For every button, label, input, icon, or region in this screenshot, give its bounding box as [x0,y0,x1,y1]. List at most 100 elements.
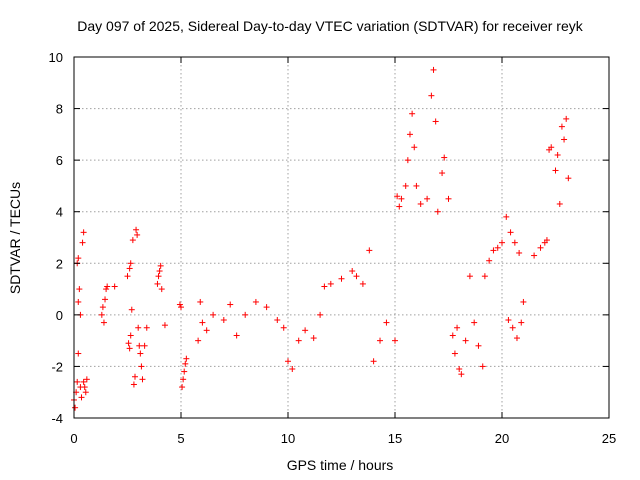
data-point [111,283,118,290]
data-point [137,350,144,357]
data-point [402,182,409,189]
data-point [72,404,79,411]
data-point [449,332,456,339]
data-point [494,244,501,251]
data-point [233,332,240,339]
data-point [83,376,90,383]
data-point [134,231,141,238]
data-point [499,239,505,246]
data-point [176,301,183,308]
data-point [317,311,324,318]
data-point [321,283,328,290]
data-point [104,283,111,290]
data-point [359,280,366,287]
axis-ticks [73,56,610,419]
y-tick-label: 2 [56,256,63,271]
data-point [280,324,287,331]
x-tick-label: 10 [281,431,295,446]
data-point [203,327,210,334]
data-point [179,384,186,391]
data-point [417,200,424,207]
data-point [556,200,563,207]
data-point [490,247,497,254]
x-tick-label: 5 [177,431,184,446]
data-point [78,394,85,401]
data-point [135,324,142,331]
data-point [479,363,486,370]
data-point [430,66,437,73]
data-point [481,273,488,280]
data-point [99,304,106,311]
data-point [434,208,441,215]
data-point [75,298,82,305]
data-point [242,311,249,318]
data-point [181,368,188,375]
data-point [127,260,134,267]
data-point [195,337,202,344]
data-point [157,262,164,269]
y-axis-label: SDTVAR / TECUs [7,182,23,294]
x-tick-label: 0 [70,431,77,446]
tick-labels: 0 5 10 15 20 25 -4 -2 0 2 4 6 8 10 [49,50,617,446]
data-point [454,324,461,331]
data-point [98,311,105,318]
data-point [130,381,137,388]
data-point [509,324,516,331]
data-point [128,306,135,313]
data-point [155,273,162,280]
data-point [80,378,87,385]
data-point [377,337,384,344]
data-point [263,304,270,311]
data-point [133,226,140,233]
data-point [413,182,420,189]
data-point [458,371,465,378]
data-point [392,337,398,344]
y-tick-label: 4 [56,205,63,220]
data-point [531,252,538,259]
y-tick-label: 6 [56,153,63,168]
data-point [558,123,565,130]
data-point [404,157,411,164]
data-point [161,322,168,329]
data-point [127,332,134,339]
data-point [289,366,296,373]
data-point [370,358,377,365]
data-point [143,324,150,331]
data-point [156,268,163,275]
data-point [554,151,561,158]
data-point [80,229,87,236]
data-point [537,244,544,251]
y-tick-label: 10 [49,50,63,65]
data-point [518,319,525,326]
data-point [406,131,413,138]
x-tick-label: 15 [388,431,402,446]
data-point [126,345,133,352]
x-tick-label: 25 [602,431,616,446]
data-point [505,317,512,324]
data-point [129,237,136,244]
data-point [210,311,217,318]
data-point [124,273,131,280]
chart-title: Day 097 of 2025, Sidereal Day-to-day VTE… [77,18,583,34]
data-point [76,286,83,293]
x-tick-label: 20 [495,431,509,446]
data-point [561,136,568,143]
data-point [102,296,109,303]
data-point [439,170,446,177]
data-point [178,304,184,311]
data-point [445,195,452,202]
data-point [516,249,523,256]
data-point [511,239,518,246]
data-point [302,327,309,334]
data-point [424,195,431,202]
data-point [520,298,527,305]
data-point [75,350,82,357]
y-tick-label: -4 [51,411,63,426]
data-point [295,337,302,344]
data-point [503,213,510,220]
data-point [411,144,418,151]
y-tick-label: 0 [56,308,63,323]
data-point [197,298,204,305]
data-point [441,154,448,161]
